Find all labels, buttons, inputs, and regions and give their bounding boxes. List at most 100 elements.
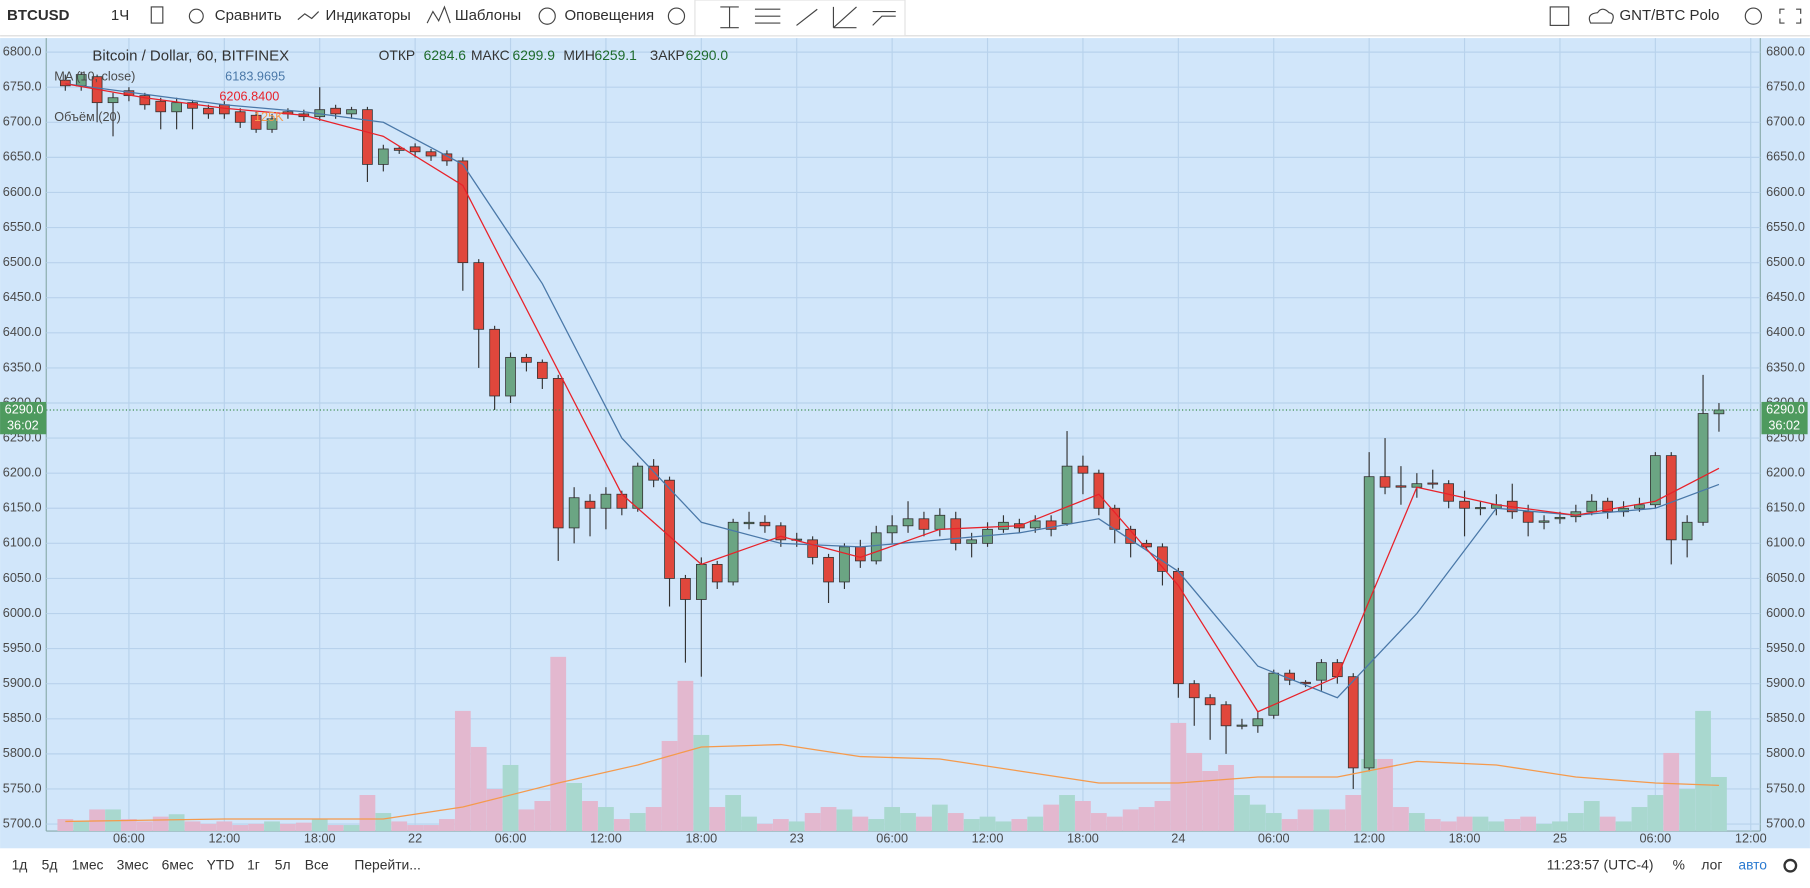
candle-body xyxy=(346,109,357,115)
candle-body xyxy=(600,493,612,509)
replay-icon[interactable] xyxy=(667,7,686,25)
volume-bar xyxy=(1647,795,1664,832)
candle-body xyxy=(1554,516,1566,520)
volume-bar xyxy=(709,807,726,832)
volume-bar xyxy=(1011,819,1028,832)
volume-bar xyxy=(1663,752,1680,832)
x-tick-label: 18:00 xyxy=(304,831,336,845)
y-tick-label: 6500.0 xyxy=(3,255,42,269)
cloud-icon[interactable] xyxy=(1588,8,1614,24)
range-button[interactable]: 1г xyxy=(247,856,260,872)
tool-cursor[interactable] xyxy=(720,6,739,29)
price-tag-countdown: 36:02 xyxy=(1768,419,1800,433)
log[interactable]: лог xyxy=(1701,856,1722,872)
volume-bar xyxy=(1265,813,1282,832)
templates-icon[interactable] xyxy=(426,5,451,24)
volume-bar xyxy=(550,656,567,832)
alerts[interactable]: Оповещения xyxy=(564,7,654,24)
y-tick-label-right: 6350.0 xyxy=(1766,360,1805,374)
bottom-settings[interactable] xyxy=(1783,858,1798,873)
candle-body xyxy=(377,148,389,165)
volume-bar xyxy=(1297,809,1314,832)
auto[interactable]: авто xyxy=(1738,856,1767,872)
tool-trend[interactable] xyxy=(796,8,818,26)
volume-bar xyxy=(295,822,312,832)
y-tick-label-right: 5800.0 xyxy=(1766,746,1805,760)
y-tick-label: 6400.0 xyxy=(3,325,42,339)
candle-body xyxy=(1475,507,1486,510)
volume-bar xyxy=(232,825,249,832)
range-button[interactable]: 1мес xyxy=(72,856,104,872)
volume-bar xyxy=(1138,807,1155,832)
volume-bar xyxy=(1440,821,1457,832)
percent[interactable]: % xyxy=(1673,856,1685,872)
indicators-icon[interactable] xyxy=(297,11,320,21)
goto[interactable]: Перейти... xyxy=(354,856,420,872)
interval[interactable]: 1Ч xyxy=(111,7,129,24)
candle-body xyxy=(1347,676,1359,769)
range-button[interactable]: 5л xyxy=(275,856,291,872)
tool-gann[interactable] xyxy=(832,6,857,29)
volume-bar xyxy=(1027,816,1044,832)
fullscreen-box[interactable] xyxy=(1549,6,1570,26)
volume-bar xyxy=(1170,722,1187,832)
range-button[interactable]: 3мес xyxy=(117,856,149,872)
range-button[interactable]: Все xyxy=(305,856,329,872)
volume-bar xyxy=(1313,809,1330,832)
alerts-icon[interactable] xyxy=(538,7,556,25)
volume-bar xyxy=(1043,804,1060,832)
candle-body xyxy=(505,356,516,397)
volume-bar xyxy=(264,821,280,832)
candle-body xyxy=(1427,482,1439,485)
volume-bar xyxy=(1393,807,1409,832)
candle-body xyxy=(155,100,167,113)
templates[interactable]: Шаблоны xyxy=(455,7,521,24)
volume-bar xyxy=(1424,819,1441,832)
tool-lines[interactable] xyxy=(754,8,781,24)
volume-value: 125K xyxy=(254,110,284,124)
range-button[interactable]: 1д xyxy=(12,856,28,872)
candle-body xyxy=(918,518,930,530)
volume-bar xyxy=(502,764,519,832)
candle-body xyxy=(616,493,628,509)
volume-bar xyxy=(979,816,996,832)
symbol[interactable]: BTCUSD xyxy=(7,7,70,24)
volume-bar xyxy=(1345,795,1362,832)
volume-bar xyxy=(1361,758,1378,832)
y-tick-label-right: 6100.0 xyxy=(1766,536,1805,550)
candle-body xyxy=(1173,571,1184,685)
chart-style-icon[interactable] xyxy=(150,6,164,24)
candle-body xyxy=(966,539,977,544)
range-button[interactable]: 6мес xyxy=(162,856,194,872)
volume-bar xyxy=(725,795,742,832)
x-tick-label: 12:00 xyxy=(1353,831,1385,845)
y-tick-label: 6000.0 xyxy=(3,606,42,620)
candle-body xyxy=(902,518,914,527)
volume-bar xyxy=(820,807,837,832)
volume-bar xyxy=(343,825,360,832)
expand-icon[interactable] xyxy=(1779,8,1802,24)
compare[interactable]: Сравнить xyxy=(215,7,282,24)
y-tick-label: 5800.0 xyxy=(3,746,42,760)
tool-pattern[interactable] xyxy=(872,10,896,26)
candle-body xyxy=(1681,521,1693,541)
candle-body xyxy=(1141,542,1152,548)
x-tick-label: 12:00 xyxy=(590,831,622,845)
compare-icon[interactable] xyxy=(188,8,204,24)
indicators[interactable]: Индикаторы xyxy=(326,7,411,24)
volume-bar xyxy=(73,821,90,832)
volume-bar xyxy=(598,807,614,832)
candle-body xyxy=(489,328,500,397)
candle-body xyxy=(1236,724,1248,727)
range-button[interactable]: YTD xyxy=(207,856,235,872)
settings-icon[interactable] xyxy=(1744,7,1763,25)
range-button[interactable]: 5д xyxy=(42,856,58,872)
watchlist[interactable]: GNT/BTC Polo xyxy=(1619,7,1719,24)
candle-body xyxy=(648,465,659,481)
candle-body xyxy=(1077,465,1089,474)
volume-bar xyxy=(1249,804,1266,832)
y-tick-label-right: 6000.0 xyxy=(1766,606,1805,620)
candle-body xyxy=(330,107,341,115)
volume-bar xyxy=(947,813,964,832)
candle-body xyxy=(457,160,469,264)
